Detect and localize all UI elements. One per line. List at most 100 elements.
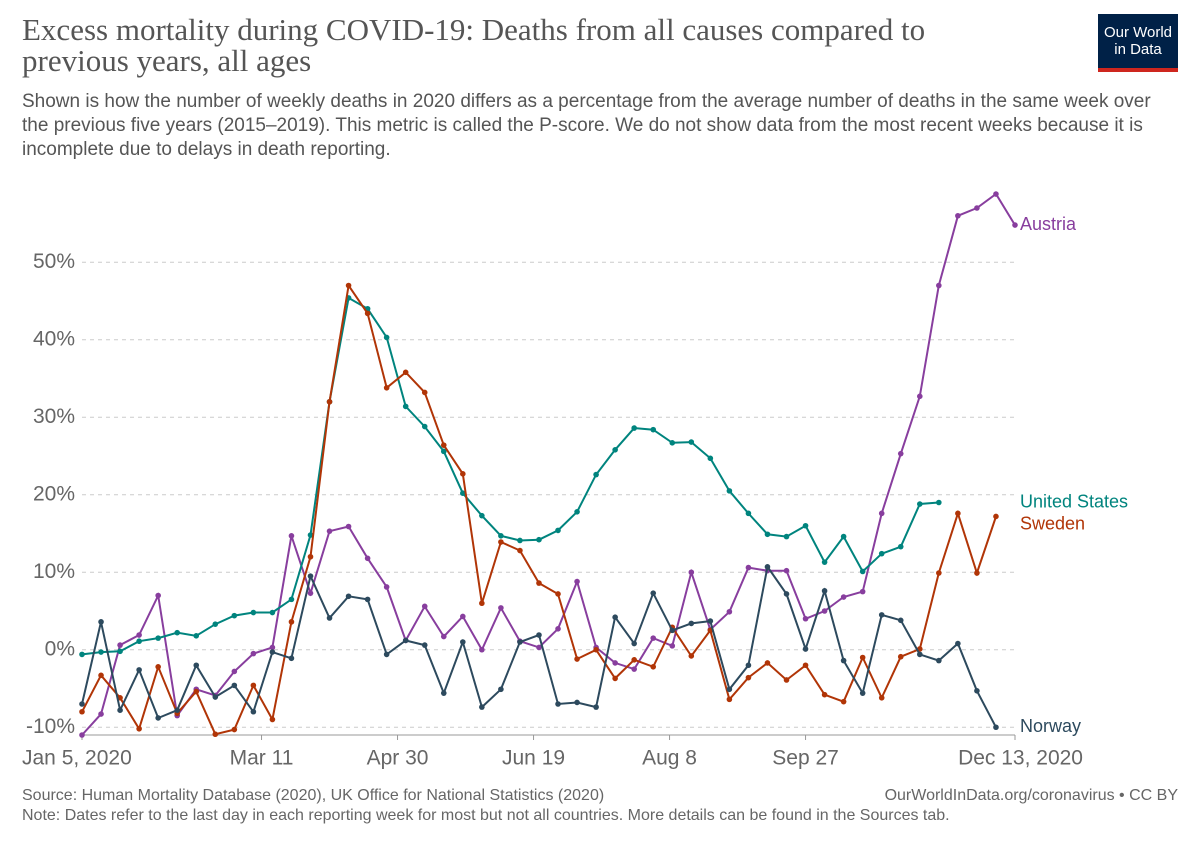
point [936,282,942,289]
point [307,573,314,579]
point [821,608,828,614]
point [460,613,466,620]
point [250,650,257,657]
point [802,615,809,622]
series-line [81,282,997,736]
point [726,696,733,703]
y-tick-label: 20% [33,482,75,505]
point [288,533,295,539]
point [555,527,561,534]
point [878,695,885,701]
point [79,651,85,658]
point [555,701,561,707]
point [117,642,123,648]
point [631,657,637,663]
y-tick-label: 40% [33,327,75,350]
point [783,591,790,597]
point [460,471,466,477]
point [136,632,142,638]
point [840,594,847,600]
point [231,682,238,689]
point [612,660,618,666]
point [402,637,409,644]
point [859,568,866,575]
point [764,564,771,570]
point [421,389,428,396]
point [650,426,657,433]
point [479,512,485,519]
point [193,633,200,639]
point [98,672,104,679]
point [650,635,657,641]
chart-title: Excess mortality during COVID-19: Deaths… [22,12,926,78]
point [612,447,618,453]
point [498,533,504,539]
point [916,393,923,400]
x-tick-label: Jan 5, 2020 [22,747,132,770]
point [688,439,695,445]
point [897,543,904,550]
logo[interactable]: Our World in Data [1098,14,1178,72]
point [916,651,923,658]
point [269,609,276,616]
point [155,715,161,721]
point [631,666,637,672]
point [936,657,942,664]
point [764,531,771,538]
note: Note: Dates refer to the last day in eac… [22,807,950,824]
point [498,539,504,545]
point [517,639,523,645]
source: Source: Human Mortality Database (2020),… [22,787,605,804]
y-tick-label: 50% [33,250,75,273]
point [821,691,828,698]
point [878,510,885,517]
point [155,635,161,641]
point [669,627,676,634]
point [707,618,714,624]
point [326,528,333,534]
url[interactable]: OurWorldInData.org/coronavirus • CC BY [884,787,1178,804]
point [726,488,733,494]
point [402,369,409,376]
point [117,648,123,655]
point [650,664,657,670]
point [440,690,447,696]
point [174,629,181,636]
point [745,674,752,681]
point [421,423,428,430]
point [326,615,333,621]
point [593,646,599,653]
point [98,619,104,625]
point [631,640,637,647]
point [440,448,447,455]
point [916,501,923,507]
point [345,282,352,289]
point [897,653,904,660]
point [707,455,714,462]
point [174,707,181,713]
point [745,662,752,669]
point [155,592,161,599]
point [688,620,695,627]
point [574,699,580,706]
point [688,653,695,659]
point [231,612,238,619]
point [669,643,676,649]
x-tick-label: Apr 30 [367,747,429,770]
point [250,708,257,715]
point [498,686,504,693]
point [345,593,352,600]
point [269,644,276,651]
point [288,596,295,603]
y-tick-label: 0% [45,637,75,660]
point [517,537,523,544]
point [764,660,771,666]
series-line [81,296,939,656]
logo-line: Our World [1103,24,1173,41]
point [802,522,809,529]
point [955,510,961,517]
chart-subtitle: Shown is how the number of weekly deaths… [22,91,1151,160]
point [326,398,333,405]
x-tick-label: Jun 19 [502,747,565,770]
